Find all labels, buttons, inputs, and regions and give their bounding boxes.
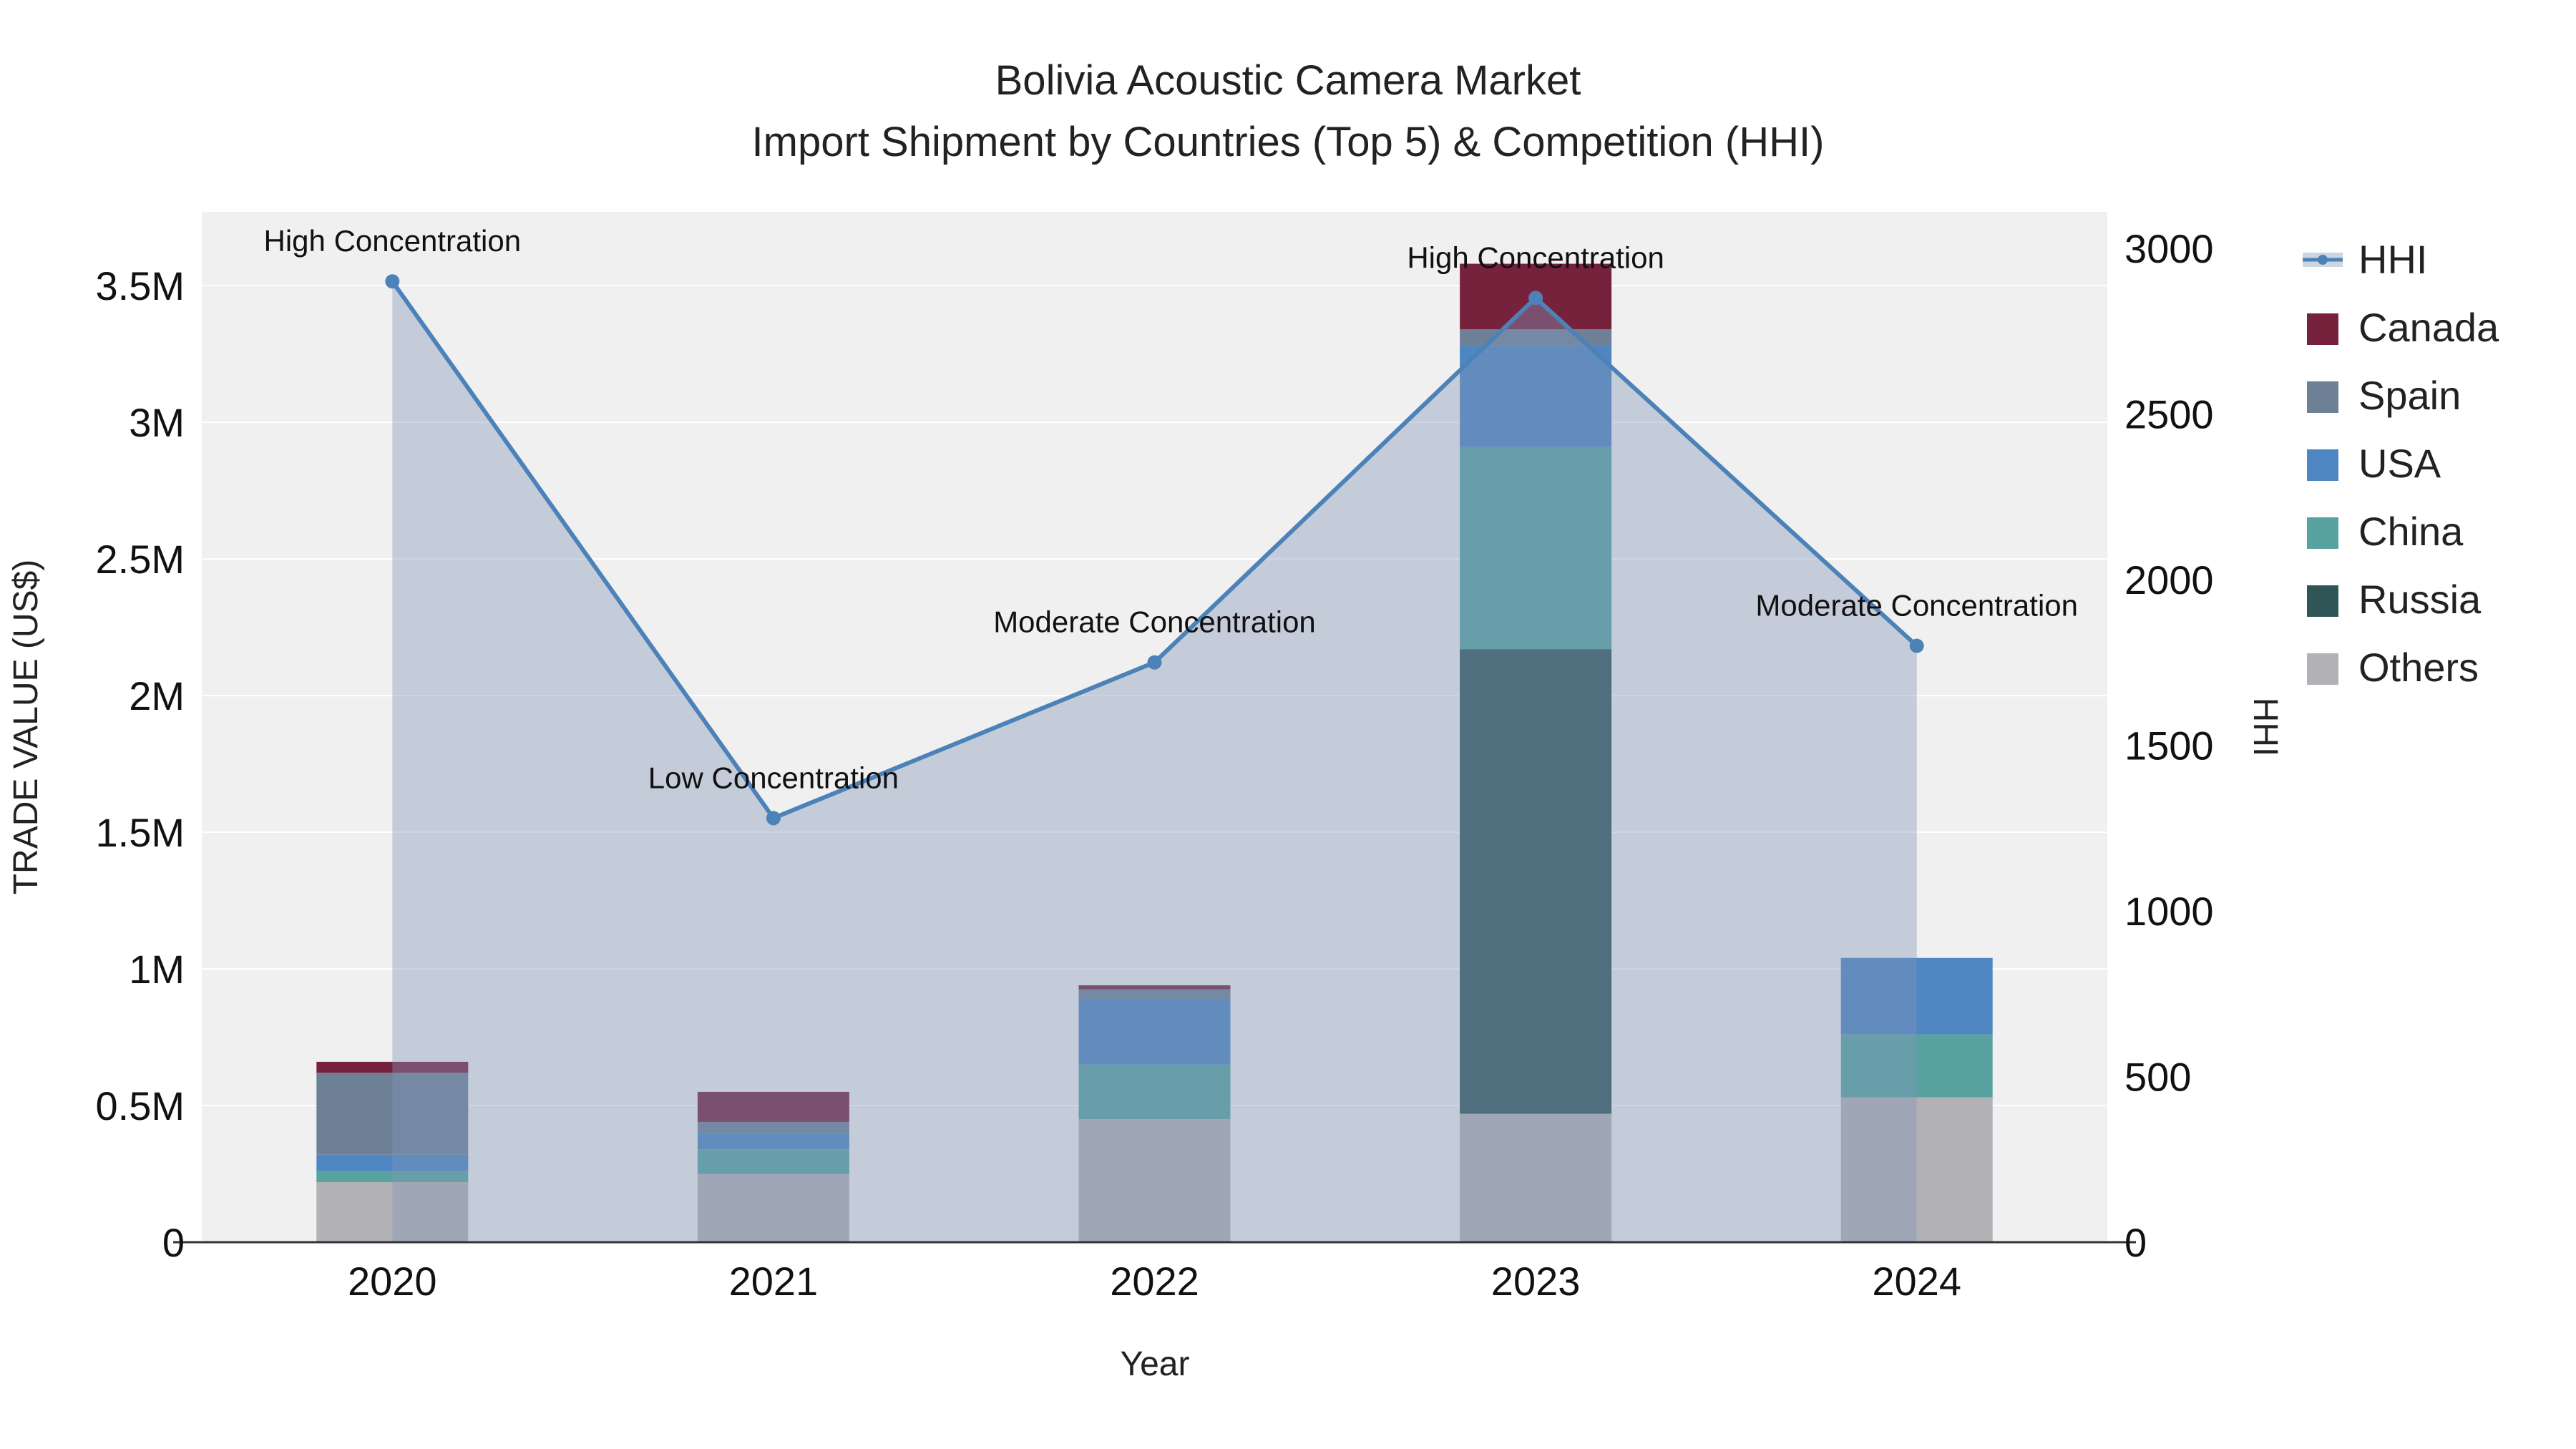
bar-segment-others-2021	[697, 1174, 849, 1242]
bar-segment-others-2022	[1078, 1119, 1231, 1242]
bar-segment-others-2020	[316, 1181, 469, 1242]
annotation-2022: Moderate Concentration	[993, 605, 1316, 639]
spain-swatch-icon	[2303, 380, 2343, 413]
hhi-marker-2021	[766, 811, 781, 826]
y-right-tick-0: 0	[2124, 1220, 2147, 1265]
bar-segment-china-2024	[1840, 1034, 1993, 1098]
chart-title-line2: Import Shipment by Countries (Top 5) & C…	[752, 119, 1825, 165]
y-left-tick-0.5M: 0.5M	[96, 1083, 185, 1128]
canada-swatch-icon	[2303, 312, 2343, 345]
bar-segment-spain-2020	[316, 1073, 469, 1155]
bar-segment-usa-2023	[1460, 346, 1612, 447]
y-right-tick-500: 500	[2124, 1054, 2191, 1099]
x-tick-2022: 2022	[1110, 1259, 1199, 1304]
bar-segment-spain-2021	[697, 1121, 849, 1133]
y-right-tick-2500: 2500	[2124, 391, 2214, 436]
chart-title-line1: Bolivia Acoustic Camera Market	[995, 57, 1581, 104]
bar-segment-usa-2024	[1840, 957, 1993, 1035]
legend-item-spain[interactable]: Spain	[2303, 372, 2499, 419]
russia-swatch-icon	[2303, 584, 2343, 617]
bar-segment-spain-2022	[1078, 989, 1231, 1000]
hhi-marker-2022	[1147, 655, 1162, 670]
bar-segment-canada-2020	[316, 1061, 469, 1073]
annotation-2024: Moderate Concentration	[1755, 589, 2078, 623]
bar-segment-usa-2022	[1078, 999, 1231, 1065]
legend: HHI Canada Spain USA China Russia Others	[2303, 236, 2499, 691]
hhi-marker-2020	[385, 274, 400, 289]
y-left-tick-1M: 1M	[129, 947, 185, 992]
legend-item-russia[interactable]: Russia	[2303, 576, 2499, 623]
legend-item-china[interactable]: China	[2303, 508, 2499, 555]
annotation-2020: High Concentration	[264, 224, 522, 258]
y-right-tick-3000: 3000	[2124, 226, 2214, 271]
y-right-tick-2000: 2000	[2124, 557, 2214, 602]
y-left-tick-3M: 3M	[129, 400, 185, 445]
annotation-2021: Low Concentration	[648, 761, 899, 794]
bar-segment-russia-2023	[1460, 649, 1612, 1114]
x-axis-title: Year	[1121, 1345, 1190, 1383]
hhi-marker-2023	[1528, 291, 1543, 306]
others-swatch-icon	[2303, 652, 2343, 685]
bar-segment-usa-2020	[316, 1154, 469, 1171]
legend-item-usa[interactable]: USA	[2303, 440, 2499, 487]
legend-item-hhi[interactable]: HHI	[2303, 236, 2499, 283]
bar-segment-china-2022	[1078, 1064, 1231, 1120]
china-swatch-icon	[2303, 516, 2343, 549]
y-axis-left-title: TRADE VALUE (US$)	[7, 560, 45, 895]
bar-segment-others-2023	[1460, 1113, 1612, 1242]
bar-segment-china-2021	[697, 1149, 849, 1174]
bar-segment-canada-2021	[697, 1091, 849, 1122]
bar-segment-china-2023	[1460, 447, 1612, 650]
y-left-tick-2M: 2M	[129, 673, 185, 718]
legend-label: HHI	[2358, 237, 2428, 282]
annotation-2023: High Concentration	[1407, 240, 1664, 274]
legend-label: China	[2358, 509, 2464, 554]
hhi-swatch-icon	[2303, 244, 2343, 275]
legend-label: Russia	[2358, 577, 2482, 622]
y-right-tick-1500: 1500	[2124, 723, 2214, 768]
y-left-tick-1.5M: 1.5M	[96, 810, 185, 855]
hhi-area-fill	[392, 281, 1917, 1242]
hhi-marker-2024	[1909, 638, 1924, 653]
x-tick-2020: 2020	[348, 1259, 437, 1304]
legend-label: Spain	[2358, 373, 2462, 418]
legend-label: Canada	[2358, 305, 2499, 350]
bar-segment-china-2020	[316, 1171, 469, 1182]
y-axis-right-title: HHI	[2246, 698, 2284, 757]
legend-item-canada[interactable]: Canada	[2303, 304, 2499, 351]
x-tick-2024: 2024	[1872, 1259, 1961, 1304]
legend-label: USA	[2358, 441, 2441, 486]
y-right-tick-1000: 1000	[2124, 889, 2214, 934]
bar-segment-canada-2022	[1078, 985, 1231, 990]
y-left-tick-0: 0	[162, 1220, 185, 1265]
bar-segment-others-2024	[1840, 1097, 1993, 1242]
bar-segment-usa-2021	[697, 1133, 849, 1150]
y-left-tick-3.5M: 3.5M	[96, 263, 185, 308]
legend-label: Others	[2358, 645, 2479, 690]
x-tick-2021: 2021	[729, 1259, 819, 1304]
usa-swatch-icon	[2303, 448, 2343, 481]
legend-item-others[interactable]: Others	[2303, 644, 2499, 691]
x-tick-2023: 2023	[1491, 1259, 1581, 1304]
y-left-tick-2.5M: 2.5M	[96, 537, 185, 582]
